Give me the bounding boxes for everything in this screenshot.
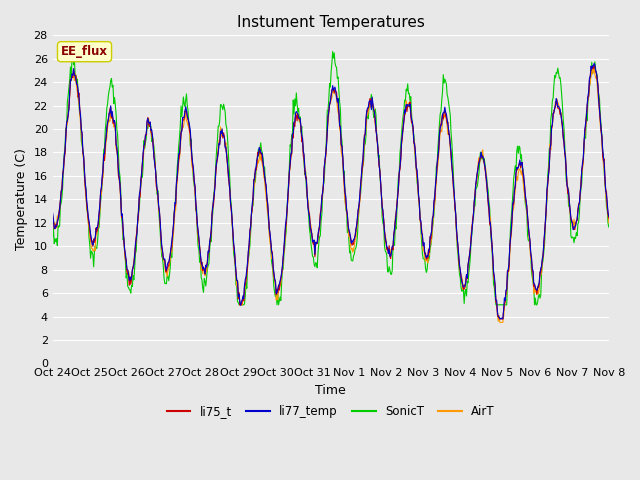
Line: li77_temp: li77_temp [52,63,609,319]
AirT [59,169,67,175]
Y-axis label: Temperature (C): Temperature (C) [15,148,28,250]
li77_temp [59,172,67,178]
li75_t [202,265,210,271]
li75_t [605,216,612,221]
Text: EE_flux: EE_flux [61,45,108,58]
li77_temp [590,60,598,66]
AirT [496,320,504,325]
SonicT [416,212,424,218]
SonicT [173,182,180,188]
AirT [202,264,210,270]
AirT [605,220,612,226]
Line: AirT: AirT [52,68,609,323]
li75_t [59,171,67,177]
Line: li75_t: li75_t [52,65,609,319]
SonicT [236,302,243,308]
li75_t [496,316,504,322]
li75_t [173,181,180,187]
SonicT [400,108,408,114]
AirT [173,188,180,193]
li77_temp [49,210,56,216]
Title: Instument Temperatures: Instument Temperatures [237,15,425,30]
AirT [49,212,56,218]
li75_t [116,182,124,188]
AirT [415,195,422,201]
li75_t [590,62,598,68]
SonicT [605,224,612,230]
X-axis label: Time: Time [316,384,346,397]
li77_temp [415,192,422,198]
SonicT [329,48,337,54]
AirT [399,132,406,138]
AirT [590,65,598,71]
li77_temp [605,214,612,219]
AirT [116,185,124,191]
li77_temp [116,181,124,187]
SonicT [116,173,124,179]
li75_t [415,193,422,199]
li75_t [399,135,406,141]
li77_temp [399,132,406,138]
li75_t [49,215,56,220]
SonicT [202,283,210,289]
Legend: li75_t, li77_temp, SonicT, AirT: li75_t, li77_temp, SonicT, AirT [162,401,500,423]
li77_temp [202,262,210,268]
SonicT [49,234,56,240]
li77_temp [173,180,180,185]
Line: SonicT: SonicT [52,51,609,305]
SonicT [59,184,67,190]
li77_temp [496,316,504,322]
